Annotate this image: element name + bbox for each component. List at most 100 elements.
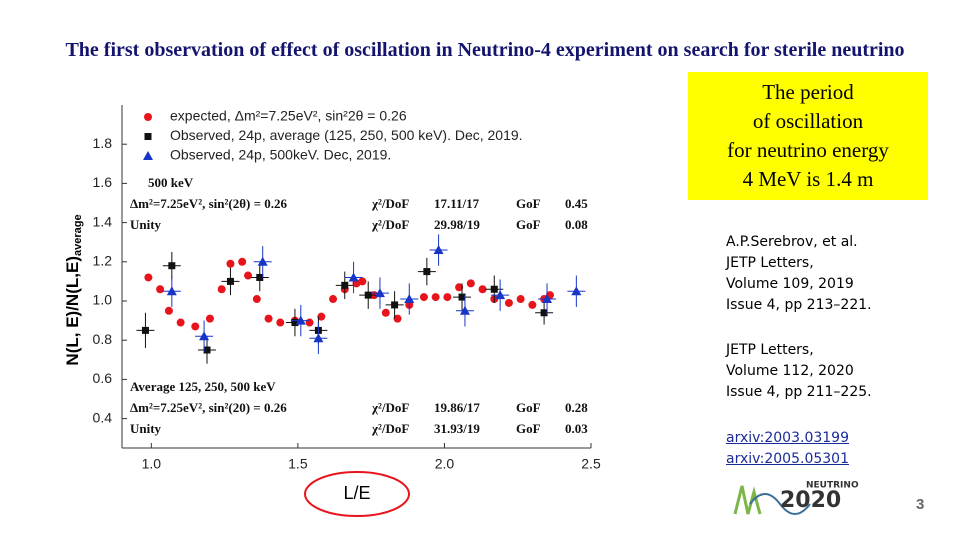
callout-line: The period bbox=[762, 80, 854, 104]
point bbox=[490, 285, 498, 293]
fit-header: 500 keV bbox=[148, 175, 194, 190]
point bbox=[144, 133, 152, 140]
fit-cell: 31.93/19 bbox=[434, 421, 480, 436]
y-axis-label-main: N(L, E)/N(L,E) bbox=[63, 256, 82, 366]
point bbox=[391, 301, 399, 309]
y-tick-label: 1.6 bbox=[93, 174, 113, 190]
point bbox=[433, 245, 444, 255]
point bbox=[244, 271, 253, 280]
point bbox=[217, 285, 226, 294]
point bbox=[374, 288, 385, 298]
point bbox=[495, 290, 506, 300]
fit-cell: Unity bbox=[130, 421, 162, 436]
point bbox=[164, 306, 173, 315]
point bbox=[257, 256, 268, 266]
point bbox=[238, 257, 247, 266]
y-tick-label: 1.0 bbox=[93, 292, 113, 308]
slide-title: The first observation of effect of oscil… bbox=[65, 39, 905, 61]
point bbox=[191, 322, 200, 331]
fit-cell: GoF bbox=[516, 421, 541, 436]
reference-line: JETP Letters, bbox=[726, 342, 814, 358]
point bbox=[393, 314, 402, 323]
point bbox=[226, 259, 235, 268]
fit-cell: 0.03 bbox=[565, 421, 588, 436]
y-tick-label: 1.2 bbox=[93, 253, 113, 269]
fit-cell: 0.45 bbox=[565, 196, 588, 211]
point bbox=[317, 312, 326, 321]
logo-top: NEUTRINO bbox=[806, 481, 859, 491]
fit-cell: GoF bbox=[516, 217, 541, 232]
point bbox=[329, 295, 338, 304]
y-tick-label: 0.8 bbox=[93, 331, 113, 347]
legend-label: Observed, 24p, average (125, 250, 500 ke… bbox=[170, 127, 523, 143]
point bbox=[305, 318, 314, 327]
point bbox=[466, 279, 475, 288]
point bbox=[156, 285, 165, 294]
slide-number: 3 bbox=[916, 496, 925, 513]
logo-wave bbox=[733, 485, 762, 515]
fit-cell: χ²/DoF bbox=[371, 400, 409, 415]
reference-line: Volume 109, 2019 bbox=[726, 276, 854, 292]
fit-cell: GoF bbox=[516, 400, 541, 415]
y-axis-label: N(L, E)/N(L,E)average bbox=[63, 214, 83, 365]
point bbox=[478, 285, 487, 294]
fit-cell: 29.98/19 bbox=[434, 217, 480, 232]
links: arxiv:2003.03199 arxiv:2005.05301 bbox=[726, 428, 849, 470]
point bbox=[348, 272, 359, 282]
point bbox=[516, 295, 525, 304]
point bbox=[141, 326, 149, 334]
point bbox=[504, 298, 513, 307]
point bbox=[458, 293, 466, 301]
fit-cell: χ²/DoF bbox=[371, 217, 409, 232]
point bbox=[144, 273, 153, 282]
point bbox=[144, 113, 152, 121]
x-tick-label: 1.5 bbox=[288, 456, 308, 472]
point bbox=[295, 315, 306, 325]
y-tick-label: 0.4 bbox=[93, 409, 113, 425]
fit-cell: Unity bbox=[130, 217, 162, 232]
point bbox=[313, 333, 324, 343]
point bbox=[168, 262, 176, 270]
reference-line: Issue 4, pp 213–221. bbox=[726, 297, 872, 313]
fit-cell: χ²/DoF bbox=[371, 196, 409, 211]
legend-label: Observed, 24p, 500keV. Dec, 2019. bbox=[170, 147, 391, 163]
callout-box: The period of oscillation for neutrino ene… bbox=[688, 72, 928, 200]
point bbox=[431, 293, 440, 302]
point bbox=[252, 295, 261, 304]
y-tick-label: 0.6 bbox=[93, 370, 113, 386]
fit-cell: Δm²=7.25eV², sin²(20) = 0.26 bbox=[130, 400, 287, 415]
point bbox=[256, 273, 264, 281]
fit-cell: χ²/DoF bbox=[371, 421, 409, 436]
point bbox=[571, 286, 582, 296]
reference-line: JETP Letters, bbox=[726, 255, 814, 271]
point bbox=[404, 294, 415, 304]
point bbox=[455, 283, 464, 292]
point bbox=[205, 314, 214, 323]
link: arxiv:2003.03199 bbox=[726, 430, 849, 446]
point bbox=[358, 277, 367, 286]
reference-line: A.P.Serebrov, et al. bbox=[726, 234, 858, 250]
reference: JETP Letters, Volume 112, 2020 Issue 4, pp… bbox=[726, 340, 872, 403]
callout-line: of oscillation bbox=[752, 109, 864, 133]
point bbox=[199, 331, 210, 341]
legend-label: expected, Δm²=7.25eV², sin²2θ = 0.26 bbox=[170, 108, 407, 124]
point bbox=[166, 286, 177, 296]
fit-cell: 0.28 bbox=[565, 400, 588, 415]
fit-cell: 17.11/17 bbox=[434, 196, 480, 211]
point bbox=[264, 314, 273, 323]
point bbox=[443, 293, 452, 302]
reference-line: Issue 4, pp 211–225. bbox=[726, 384, 872, 400]
reference-line: Volume 112, 2020 bbox=[726, 363, 854, 379]
y-tick-label: 1.8 bbox=[93, 135, 113, 151]
point bbox=[143, 151, 153, 160]
x-tick-label: 2.0 bbox=[435, 456, 455, 472]
point bbox=[542, 294, 553, 304]
highlight-ellipse bbox=[304, 471, 410, 517]
y-axis-label-sub: average bbox=[72, 214, 84, 256]
x-axis-label: L/E bbox=[343, 483, 370, 503]
x-tick-label: 1.0 bbox=[142, 456, 162, 472]
callout-line: 4 MeV is 1.4 m bbox=[742, 167, 874, 191]
fit-header: Average 125, 250, 500 keV bbox=[130, 379, 276, 394]
